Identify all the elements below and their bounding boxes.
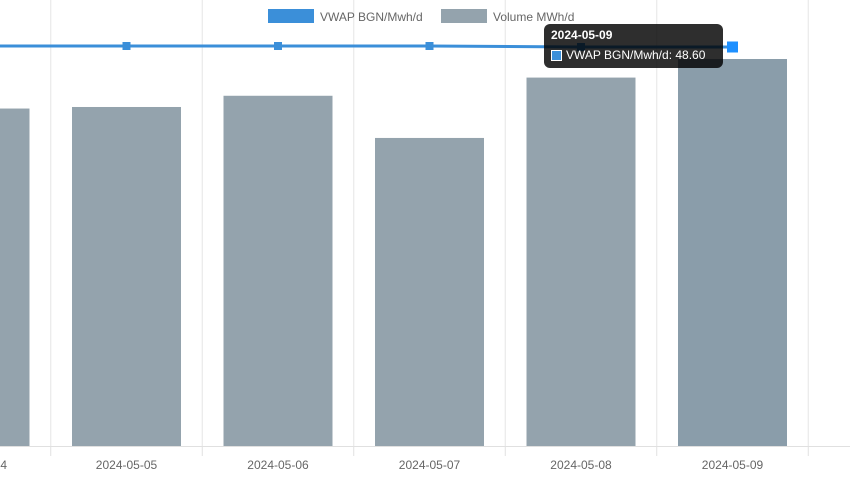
volume-bar[interactable] <box>375 137 484 446</box>
x-axis: 04 2024-05-05 2024-05-06 2024-05-07 2024-05-… <box>0 458 764 472</box>
vwap-point[interactable] <box>122 42 131 50</box>
volume-bar[interactable] <box>526 77 636 447</box>
legend[interactable]: VWAP BGN/Mwh/d Volume MWh/d <box>268 9 574 24</box>
volume-bars <box>0 59 787 447</box>
vwap-point[interactable] <box>274 42 282 50</box>
x-tick-label: 2024-05-09 <box>702 458 764 472</box>
volume-bar[interactable] <box>223 95 333 446</box>
legend-swatch-vwap[interactable] <box>268 9 314 23</box>
tooltip-swatch <box>551 50 562 61</box>
x-tick-label: 2024-05-08 <box>550 458 612 472</box>
legend-label-vwap[interactable]: VWAP BGN/Mwh/d <box>320 10 423 24</box>
volume-bar[interactable] <box>678 59 787 446</box>
legend-swatch-volume[interactable] <box>441 9 487 23</box>
x-tick-label: 2024-05-07 <box>399 458 461 472</box>
x-tick-label: 2024-05-05 <box>96 458 158 472</box>
volume-bar[interactable] <box>0 108 30 446</box>
x-tick-label: 2024-05-06 <box>247 458 309 472</box>
grid <box>0 0 850 456</box>
vwap-point[interactable] <box>425 42 434 50</box>
vwap-point[interactable] <box>727 41 738 53</box>
legend-label-volume[interactable]: Volume MWh/d <box>493 10 574 24</box>
tooltip: 2024-05-09 VWAP BGN/Mwh/d: 48.60 <box>544 24 723 68</box>
x-tick-label: 04 <box>0 458 7 472</box>
tooltip-title: 2024-05-09 <box>551 28 613 42</box>
tooltip-body: VWAP BGN/Mwh/d: 48.60 <box>566 48 706 62</box>
volume-bar[interactable] <box>72 106 181 446</box>
